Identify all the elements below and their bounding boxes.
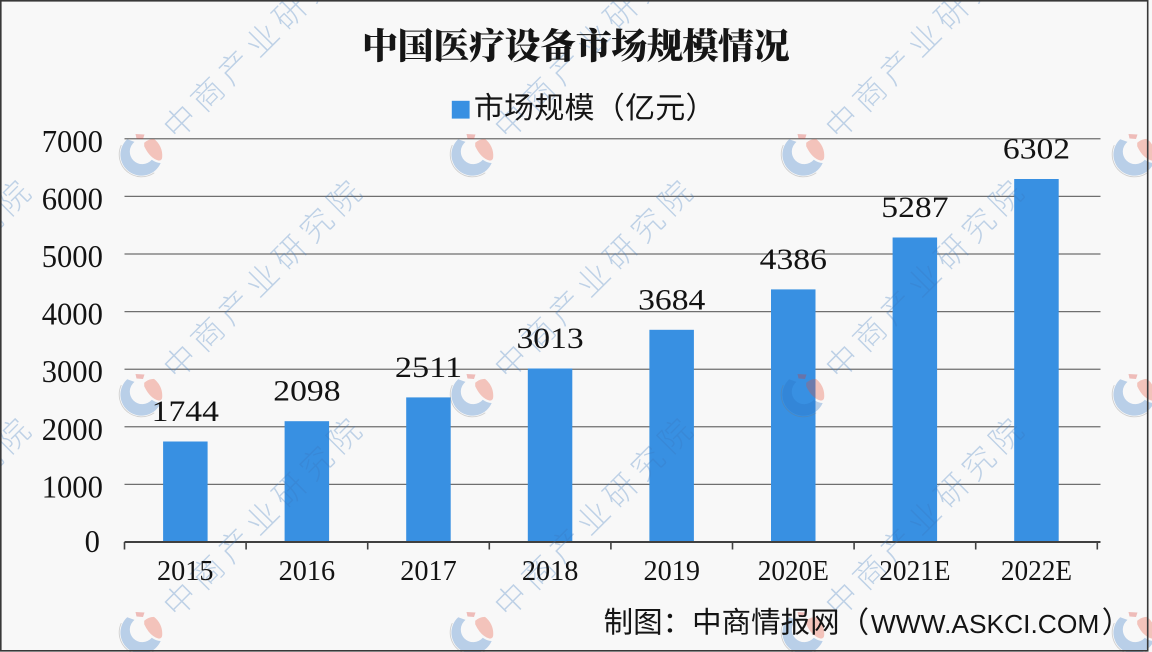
svg-text:1744: 1744 [152,395,219,428]
svg-text:2000: 2000 [42,411,103,447]
svg-text:1000: 1000 [42,468,103,504]
svg-text:3684: 3684 [638,283,705,316]
svg-text:6302: 6302 [1003,133,1070,166]
svg-text:2015: 2015 [157,556,214,587]
svg-text:5000: 5000 [42,238,103,274]
svg-text:4000: 4000 [42,296,103,332]
svg-text:2020E: 2020E [758,556,829,587]
svg-text:2021E: 2021E [879,556,950,587]
svg-text:3013: 3013 [517,322,584,355]
svg-text:7000: 7000 [42,123,103,159]
svg-text:4386: 4386 [760,243,827,276]
svg-text:3000: 3000 [42,353,103,389]
svg-text:2098: 2098 [273,375,340,408]
svg-text:2019: 2019 [643,556,700,587]
svg-text:2018: 2018 [522,556,579,587]
svg-text:2511: 2511 [395,351,462,384]
svg-text:2016: 2016 [279,556,336,587]
svg-text:6000: 6000 [42,180,103,216]
svg-text:5287: 5287 [881,191,948,224]
svg-text:WWW.ASKCI.COM: WWW.ASKCI.COM [871,609,1099,639]
svg-text:0: 0 [85,523,100,559]
svg-text:2022E: 2022E [1001,556,1072,587]
svg-text:2017: 2017 [400,556,457,587]
